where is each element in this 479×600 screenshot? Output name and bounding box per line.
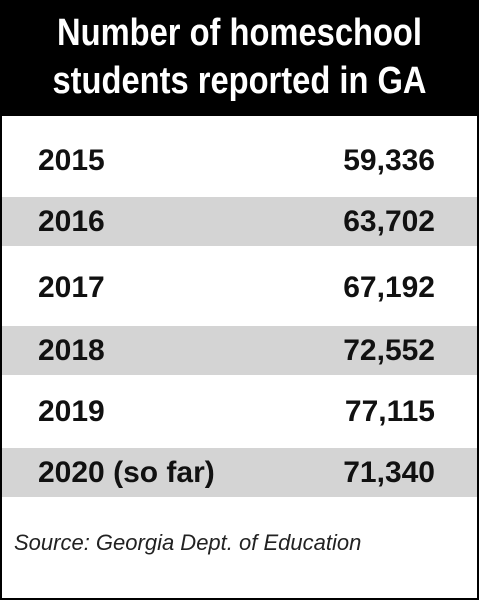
year-cell: 2020 (so far) (38, 456, 215, 489)
table-row: 2016 63,702 (2, 197, 477, 246)
table-row: 2017 67,192 (2, 263, 477, 312)
year-cell: 2015 (38, 144, 105, 177)
value-cell: 67,192 (343, 271, 435, 304)
value-cell: 71,340 (343, 456, 435, 489)
table-row: 2018 72,552 (2, 326, 477, 375)
value-cell: 59,336 (343, 144, 435, 177)
title-line-2: students reported in GA (52, 60, 427, 102)
year-cell: 2016 (38, 205, 105, 238)
title-line-1: Number of homeschool (57, 12, 422, 54)
year-cell: 2017 (38, 271, 105, 304)
title-banner: Number of homeschool students reported i… (2, 2, 477, 116)
year-cell: 2019 (38, 395, 105, 428)
value-cell: 77,115 (344, 395, 435, 428)
source-note: Source: Georgia Dept. of Education (14, 530, 362, 555)
year-cell: 2018 (38, 334, 105, 367)
table-row: 2015 59,336 (2, 136, 477, 185)
value-cell: 63,702 (343, 205, 435, 238)
table-row: 2019 77,115 (2, 387, 477, 436)
value-cell: 72,552 (343, 334, 435, 367)
table-row: 2020 (so far) 71,340 (2, 448, 477, 497)
